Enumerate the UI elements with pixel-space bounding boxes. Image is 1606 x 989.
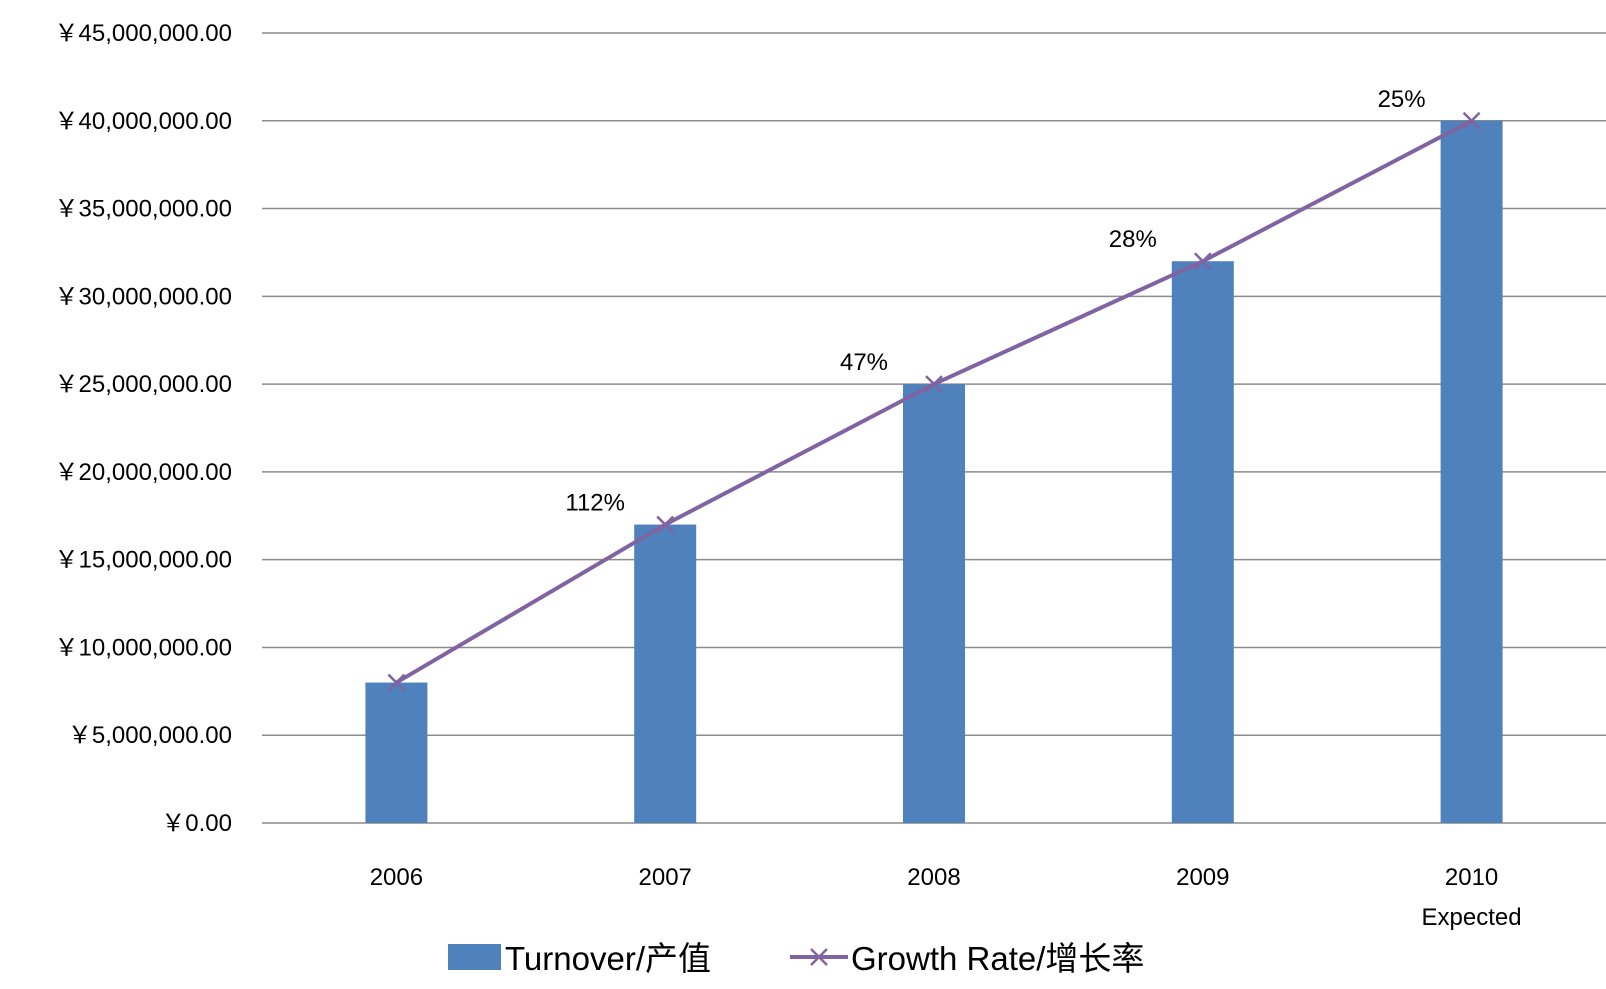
x-tick-label: 2009 [1176,864,1229,891]
x-axis-tick-labels: 2006 2007 2008 2009 2010 Expected [370,864,1522,931]
growth-rate-data-labels: 112% 47% 28% 25% [565,86,1425,517]
y-tick-label: ￥0.00 [161,810,232,837]
legend-swatch-turnover [448,944,501,970]
legend-swatch-growth-marker [810,948,828,966]
legend-label-turnover: Turnover/产值 [505,940,711,977]
y-tick-label: ￥45,000,000.00 [55,20,232,47]
turnover-bars [365,120,1503,824]
x-tick-label: 2008 [907,864,960,891]
x-tick-label: 2010 [1445,864,1498,891]
growth-rate-marker-2010 [1462,111,1481,130]
growth-rate-marker-2007 [656,515,675,534]
growth-rate-label-2007: 112% [565,490,625,517]
growth-rate-line [387,111,1481,692]
turnover-bar-2009 [1171,261,1234,823]
growth-rate-label-2008: 47% [840,349,888,376]
y-tick-label: ￥5,000,000.00 [68,722,232,749]
growth-rate-marker-2009 [1193,252,1212,271]
turnover-bar-2008 [903,384,965,823]
x-tick-label: 2006 [370,864,423,891]
y-axis-tick-labels: ￥0.00 ￥5,000,000.00 ￥10,000,000.00 ￥15,000,… [55,20,232,837]
legend: Turnover/产值 Growth Rate/增长率 [448,940,1144,977]
turnover-bar-2010 [1440,120,1503,824]
y-tick-label: ￥40,000,000.00 [55,108,232,135]
y-tick-label: ￥20,000,000.00 [55,459,232,486]
x-tick-sublabel: Expected [1422,904,1522,931]
growth-rate-marker-2008 [925,375,943,393]
growth-rate-marker-2006 [387,673,406,692]
growth-rate-label-2010: 25% [1378,86,1426,113]
turnover-bar-2006 [365,682,428,823]
y-tick-label: ￥25,000,000.00 [55,371,232,398]
y-tick-label: ￥30,000,000.00 [55,283,232,310]
legend-label-growth-rate: Growth Rate/增长率 [851,940,1144,977]
y-tick-label: ￥15,000,000.00 [55,547,232,574]
growth-rate-label-2009: 28% [1109,226,1157,253]
x-tick-label: 2007 [639,864,692,891]
y-tick-label: ￥10,000,000.00 [55,634,232,661]
turnover-bar-2007 [634,524,697,823]
y-tick-label: ￥35,000,000.00 [55,196,232,223]
